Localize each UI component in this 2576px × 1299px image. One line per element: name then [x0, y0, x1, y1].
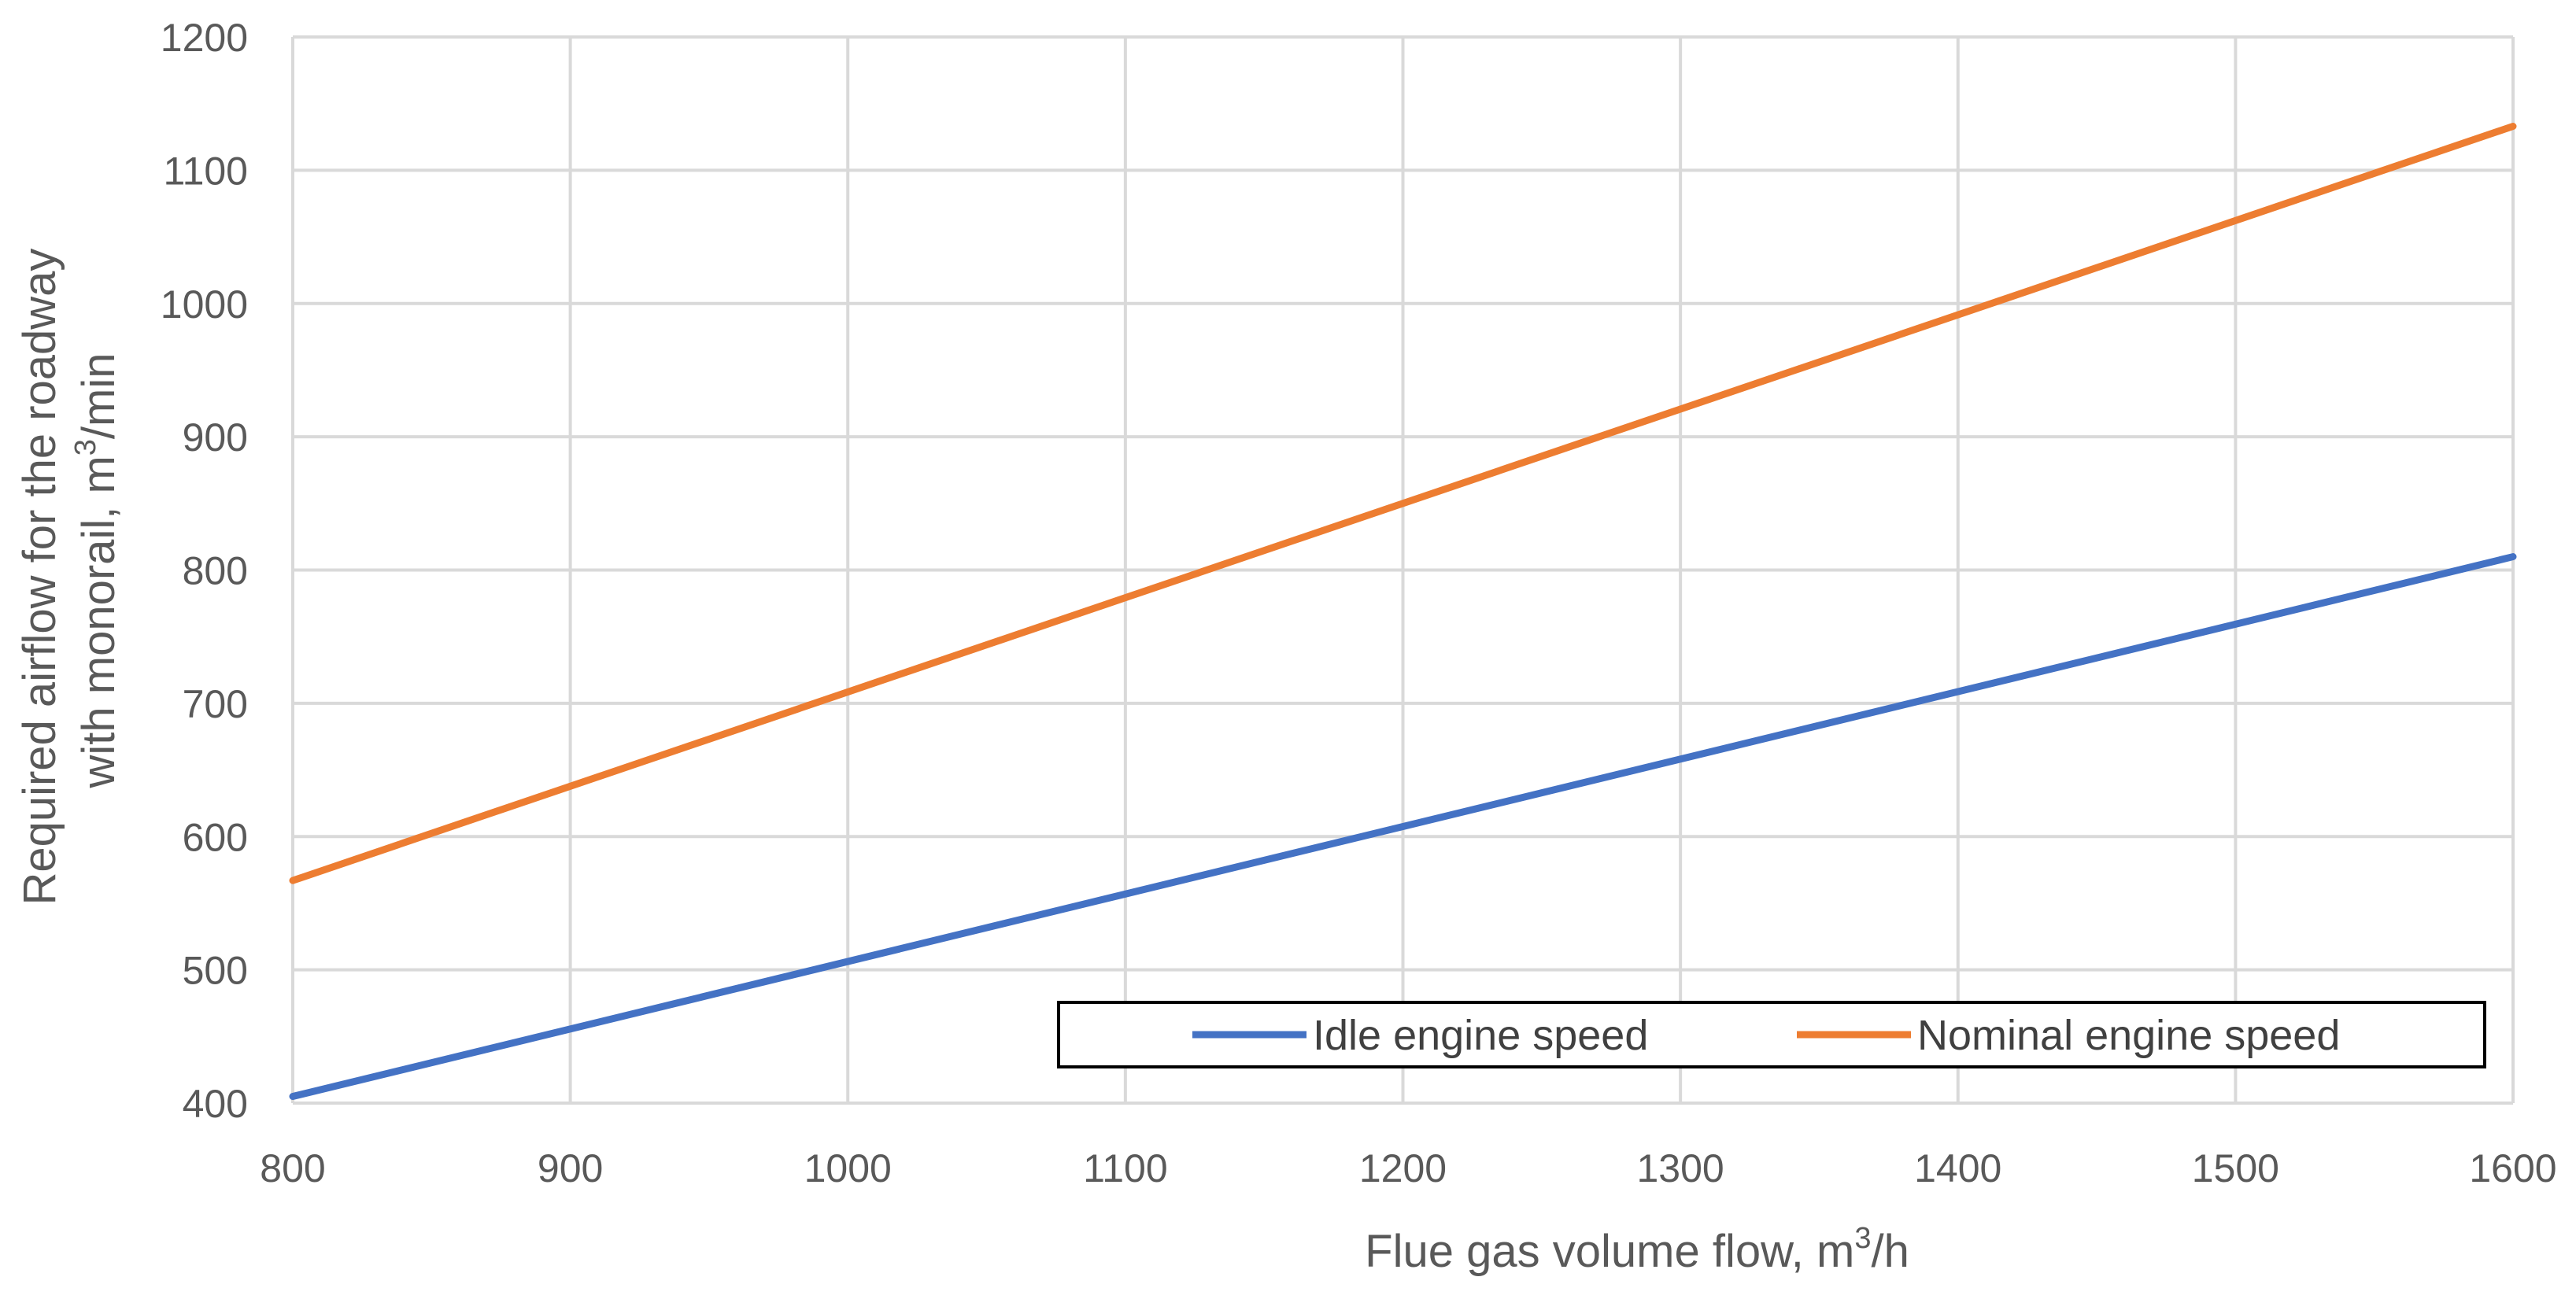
x-axis-title-superscript: 3: [1854, 1222, 1871, 1255]
legend: Idle engine speed Nominal engine speed: [1057, 1001, 2486, 1068]
x-tick-label: 1000: [804, 1146, 892, 1190]
x-tick-label: 1400: [1914, 1146, 2001, 1190]
x-tick-label: 1600: [2469, 1146, 2556, 1190]
y-tick-label: 900: [183, 415, 248, 459]
y-tick-label: 1000: [161, 282, 248, 327]
x-axis-title: Flue gas volume flow, m3/h: [1365, 1222, 1909, 1277]
y-tick-label: 700: [183, 682, 248, 726]
y-tick-label: 1100: [163, 149, 248, 193]
gridlines: [291, 35, 2515, 1105]
x-tick-label: 900: [538, 1146, 603, 1190]
y-tick-label: 600: [183, 815, 248, 859]
x-tick-label: 1300: [1637, 1146, 1724, 1190]
y-axis-title-line2: with monorail, m3/min: [69, 353, 124, 789]
y-tick-label: 800: [183, 549, 248, 593]
series-lines: [289, 122, 2517, 1101]
y-axis-title-superscript: 3: [69, 439, 102, 456]
x-tick-label: 800: [260, 1146, 325, 1190]
y-tick-label: 1200: [161, 16, 248, 60]
series-line-nominal: [289, 122, 2517, 884]
y-tick-label: 500: [183, 949, 248, 993]
y-axis-title: Required airflow for the roadway with mo…: [14, 235, 124, 905]
legend-label-idle: Idle engine speed: [1313, 1012, 1648, 1059]
legend-label-nominal: Nominal engine speed: [1917, 1012, 2340, 1059]
x-tick-label: 1100: [1083, 1146, 1168, 1190]
series-line-idle: [289, 553, 2517, 1101]
y-tick-label: 400: [183, 1082, 248, 1126]
x-tick-label: 1200: [1359, 1146, 1447, 1190]
x-tick-label: 1500: [2192, 1146, 2279, 1190]
x-axis-ticks: 800 900 1000 1100 1200 1300 1400 1500 1600: [260, 1146, 2556, 1190]
y-axis-ticks: 400 500 600 700 800 900 1000 1100 1200: [161, 16, 248, 1126]
y-axis-title-line1: Required airflow for the roadway: [14, 249, 65, 906]
